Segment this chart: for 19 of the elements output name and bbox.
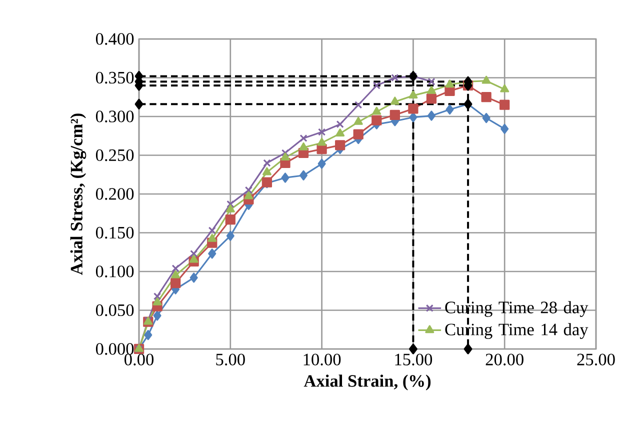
y-axis-title: Axial Stress, (Kg/cm²) [70,114,86,275]
x-tick-label: 25.00 [577,354,615,366]
y-tick-label: 0.250 [96,149,134,162]
legend-label: Curing Time 14 day [445,323,588,339]
y-tick-label: 0.000 [96,343,134,355]
legend-label: Curing Time 28 day [445,301,588,317]
y-tick-label: 0.150 [96,226,134,239]
x-tick-label: 0.00 [124,354,154,366]
x-tick-label: 20.00 [486,354,524,366]
y-tick-label: 0.300 [96,110,134,122]
x-axis-title: Axial Strain, (%) [304,374,431,390]
y-tick-label: 0.100 [96,266,134,278]
x-tick-label: 15.00 [395,354,432,366]
x-tick-label: 10.00 [304,354,341,366]
y-tick-label: 0.400 [96,33,134,45]
y-tick-label: 0.200 [96,188,134,200]
y-tick-label: 0.050 [96,304,134,316]
y-tick-label: 0.350 [96,72,134,84]
x-tick-label: 5.00 [216,354,245,366]
